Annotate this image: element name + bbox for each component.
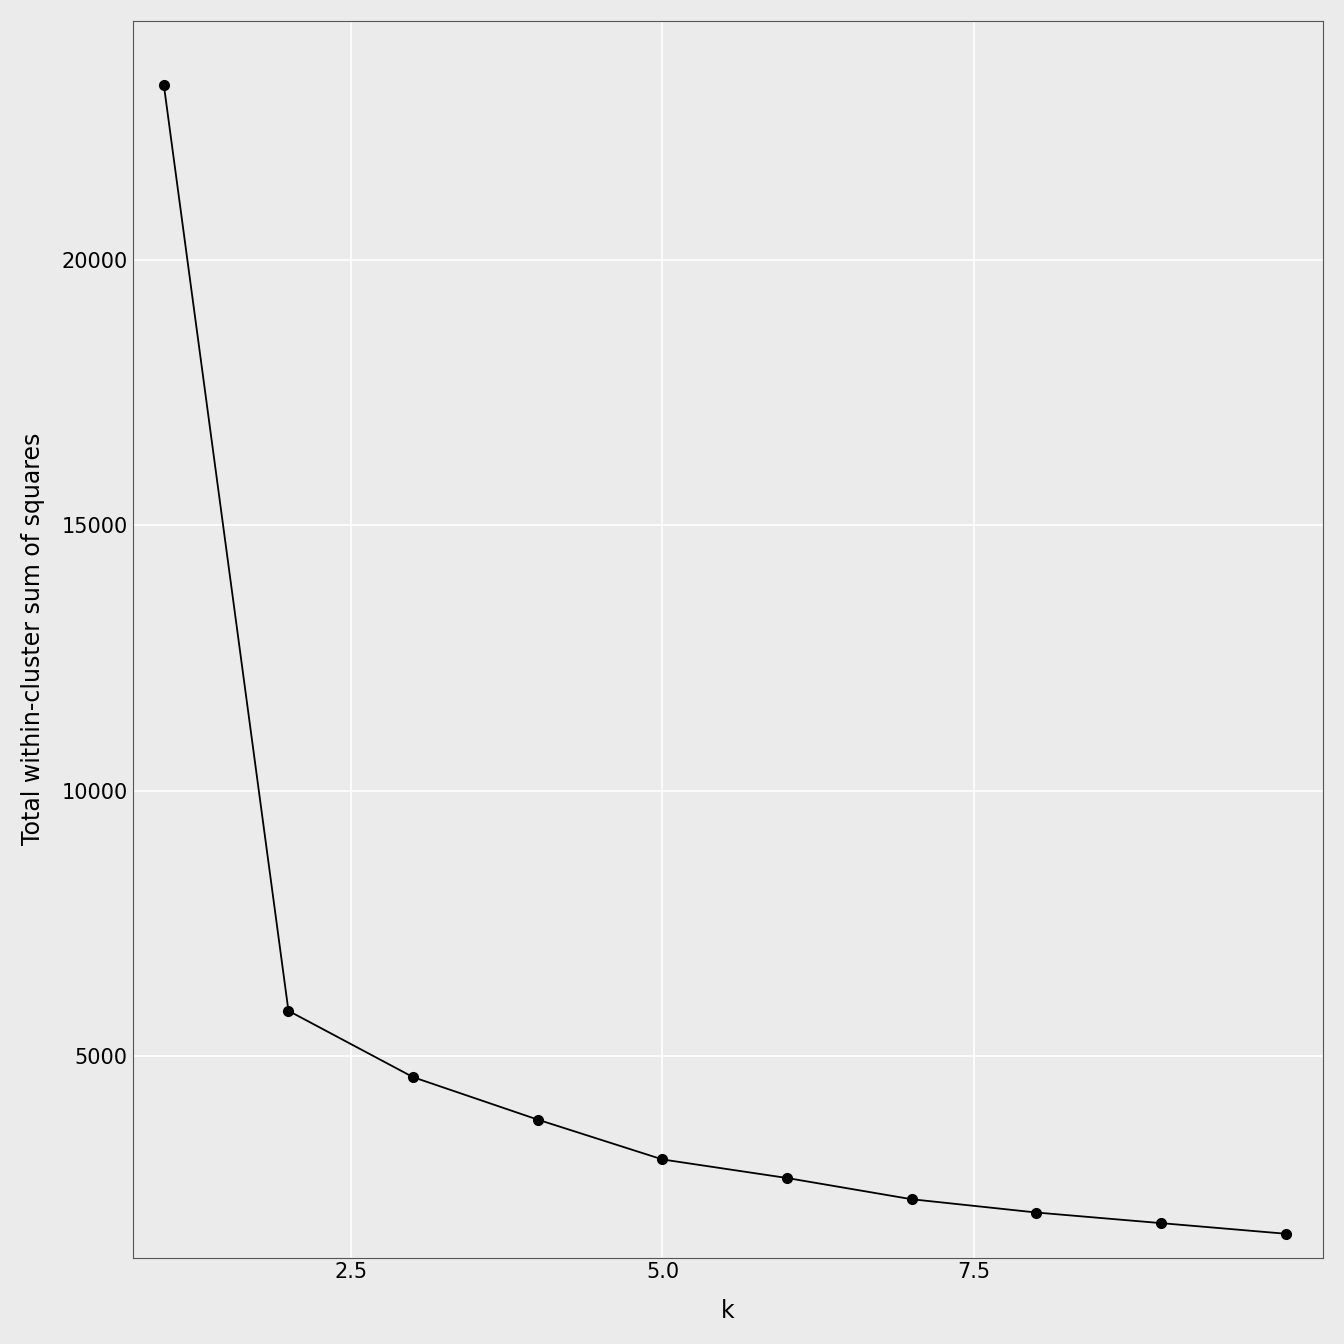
Y-axis label: Total within-cluster sum of squares: Total within-cluster sum of squares xyxy=(22,433,44,845)
X-axis label: k: k xyxy=(722,1300,735,1322)
Point xyxy=(1150,1212,1172,1234)
Point xyxy=(153,74,175,95)
Point xyxy=(402,1066,423,1087)
Point xyxy=(278,1000,300,1021)
Point xyxy=(1025,1202,1047,1223)
Point xyxy=(652,1149,673,1171)
Point xyxy=(900,1188,922,1210)
Point xyxy=(777,1168,798,1189)
Point xyxy=(1275,1223,1297,1245)
Point xyxy=(527,1109,548,1130)
